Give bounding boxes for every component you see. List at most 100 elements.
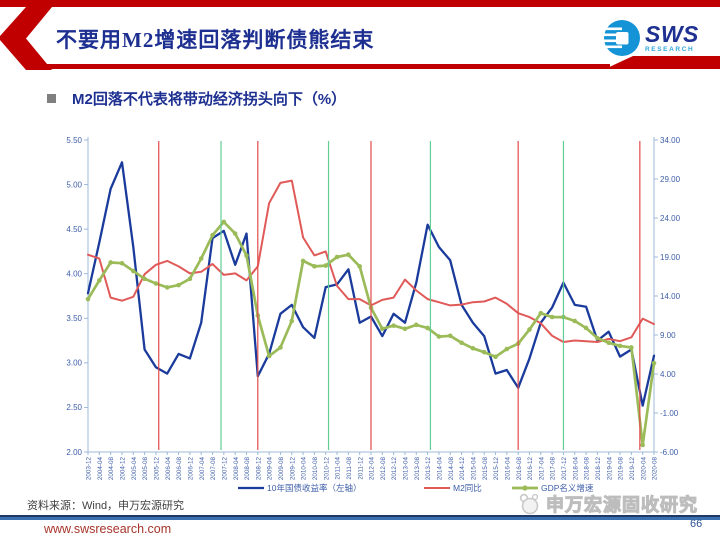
series-marker <box>210 232 215 238</box>
x-axis-tick-label: 2009-12 <box>289 457 296 481</box>
series-marker <box>436 334 442 339</box>
header-underline <box>38 64 610 69</box>
series-marker <box>538 310 544 316</box>
x-axis-tick-label: 2016-12 <box>527 457 534 481</box>
x-axis-tick-label: 2016-04 <box>504 457 511 481</box>
right-axis-tick-label: 14.00 <box>660 292 681 301</box>
x-axis-tick-label: 2011-04 <box>335 457 342 480</box>
x-axis-tick-label: 2008-08 <box>244 457 251 481</box>
x-axis-tick-label: 2010-12 <box>323 457 330 481</box>
sws-globe-icon <box>597 20 640 56</box>
series-marker <box>413 322 419 328</box>
series-marker <box>527 327 532 332</box>
website-link[interactable]: www.swsresearch.com <box>44 522 172 536</box>
x-axis-tick-label: 2010-08 <box>312 457 319 481</box>
line-chart: 2.00 2.50 3.00 3.50 4.00 4.50 5.00 5.50 -6.00 -1.… <box>0 100 720 510</box>
page-title: 不要用M2增速回落判断债熊结束 <box>56 28 375 52</box>
series-marker <box>119 260 125 266</box>
legend-item-bg <box>420 481 500 494</box>
left-axis-tick-label: 2.00 <box>66 448 82 457</box>
x-axis-tick-label: 2014-12 <box>459 457 466 481</box>
legend-label: M2同比 <box>453 483 482 493</box>
series-marker <box>221 219 227 225</box>
source-note: 资料来源：Wind，申万宏源研究 <box>27 500 185 512</box>
x-axis-tick-label: 2015-08 <box>482 457 489 481</box>
chart-svg: 2.00 2.50 3.00 3.50 4.00 4.50 5.00 5.50 -6.00 -1.… <box>66 136 681 494</box>
x-axis-tick-label: 2020-08 <box>652 457 659 481</box>
page-number: 66 <box>690 518 703 530</box>
x-axis-tick-label: 2014-04 <box>437 457 444 481</box>
series-marker <box>493 354 498 360</box>
right-axis-tick-label: 29.00 <box>660 175 681 184</box>
series-marker <box>164 285 170 290</box>
x-axis-tick-label: 2013-12 <box>425 457 432 481</box>
right-axis-tick-label: 34.00 <box>660 136 681 145</box>
legend-label: 10年国债收益率（左轴） <box>267 483 361 493</box>
subtitle-row: M2回落不代表将带动经济拐头向下（%） <box>47 88 346 109</box>
header-right-wedge <box>605 56 720 69</box>
x-axis-tick-label: 2020-04 <box>640 457 647 481</box>
x-axis-tick-label: 2019-04 <box>606 457 613 481</box>
series-marker <box>232 231 238 236</box>
x-axis-tick-label: 2017-04 <box>538 457 545 481</box>
x-axis-tick-label: 2005-08 <box>142 457 149 481</box>
x-axis-tick-label: 2015-04 <box>470 457 477 481</box>
x-axis-tick-label: 2004-04 <box>97 457 104 481</box>
x-axis-tick-label: 2017-12 <box>561 457 568 481</box>
x-axis-tick-label: 2019-08 <box>618 457 625 481</box>
left-axis-tick-label: 4.00 <box>66 270 82 279</box>
series-marker <box>187 276 193 282</box>
x-axis-tick-label: 2007-08 <box>210 457 217 481</box>
series-marker <box>346 252 351 257</box>
x-axis-tick-label: 2008-04 <box>233 457 240 481</box>
series-marker <box>278 345 283 350</box>
x-axis-tick-label: 2009-08 <box>278 457 285 481</box>
logo-research-text: RESEARCH <box>645 45 695 53</box>
footer-separator-navy <box>0 515 720 517</box>
x-axis-tick-label: 2013-08 <box>414 457 421 481</box>
header-decoration <box>0 0 720 70</box>
series-marker <box>312 264 317 269</box>
panda-icon <box>519 493 539 515</box>
logo-sws-text: SWS <box>645 20 699 47</box>
x-axis-tick-label: 2012-08 <box>380 457 387 481</box>
x-axis-tick-label: 2013-04 <box>403 457 410 481</box>
left-axis-tick-label: 3.00 <box>66 359 82 368</box>
x-axis-tick-label: 2015-12 <box>493 457 500 481</box>
series-marker <box>425 325 430 331</box>
series-marker <box>606 340 612 346</box>
x-axis-tick-label: 2006-08 <box>176 457 183 481</box>
x-axis-tick-label: 2012-04 <box>369 457 376 481</box>
left-axis-tick-label: 5.50 <box>66 136 82 145</box>
series-marker <box>97 278 102 283</box>
header-top-bar <box>0 0 720 7</box>
x-axis-tick-label: 2007-04 <box>199 457 206 481</box>
series-marker <box>357 264 362 269</box>
series-marker <box>153 281 159 286</box>
x-axis-tick-label: 2004-12 <box>120 457 127 481</box>
right-axis-tick-label: 24.00 <box>660 214 681 223</box>
series-marker <box>266 353 272 359</box>
legend-label: GDP名义增速 <box>541 483 594 493</box>
right-axis-tick-label: 4.00 <box>660 370 676 379</box>
chart-subtitle: M2回落不代表将带动经济拐头向下（%） <box>72 91 347 108</box>
x-axis-tick-label: 2018-12 <box>595 457 602 481</box>
series-marker <box>583 325 589 331</box>
series-marker <box>176 282 181 288</box>
left-axis-tick-label: 3.50 <box>66 314 82 323</box>
series-marker <box>130 268 136 274</box>
series-marker <box>300 258 306 264</box>
x-axis-tick-label: 2009-04 <box>267 457 274 481</box>
legend-item-bg <box>234 481 370 494</box>
bullet-icon <box>47 94 56 103</box>
series-marker <box>108 260 113 265</box>
legend-swatch-marker <box>522 485 528 491</box>
series-marker <box>391 323 396 328</box>
series-marker <box>595 335 600 341</box>
x-axis-tick-label: 2014-08 <box>448 457 455 481</box>
x-axis-tick-label: 2010-04 <box>301 457 308 481</box>
series-marker <box>629 345 634 350</box>
right-axis-tick-label: -6.00 <box>660 448 679 457</box>
series-marker <box>651 360 657 366</box>
